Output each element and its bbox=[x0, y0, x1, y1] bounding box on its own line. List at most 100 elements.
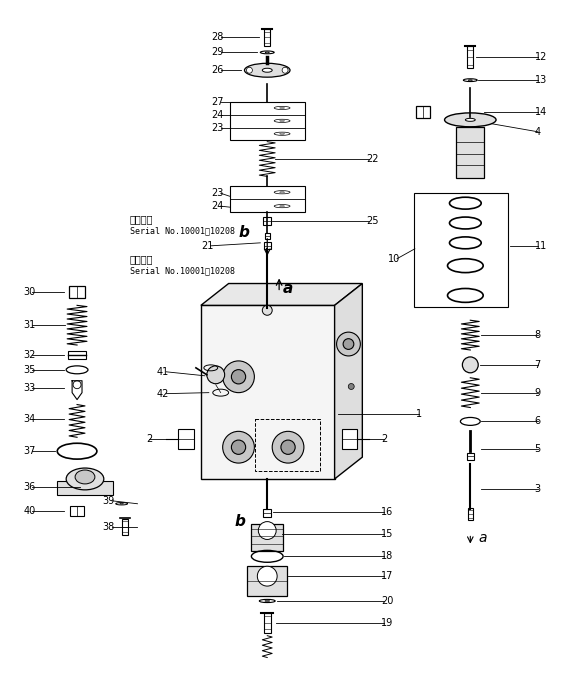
Ellipse shape bbox=[280, 107, 284, 109]
Bar bbox=[468, 507, 473, 520]
Text: b: b bbox=[234, 514, 246, 529]
Text: 39: 39 bbox=[103, 496, 115, 506]
Ellipse shape bbox=[280, 133, 284, 135]
Text: 28: 28 bbox=[212, 33, 224, 43]
Text: 1: 1 bbox=[416, 409, 422, 420]
Text: 41: 41 bbox=[157, 367, 169, 377]
Polygon shape bbox=[201, 284, 362, 305]
Text: 11: 11 bbox=[534, 241, 547, 251]
Text: 20: 20 bbox=[381, 596, 394, 606]
Ellipse shape bbox=[75, 470, 95, 484]
Text: 29: 29 bbox=[212, 47, 224, 57]
Text: 6: 6 bbox=[534, 416, 541, 427]
Ellipse shape bbox=[265, 52, 270, 53]
Text: b: b bbox=[239, 225, 250, 240]
Text: 24: 24 bbox=[212, 110, 224, 120]
Bar bbox=[467, 47, 473, 68]
Bar bbox=[264, 613, 271, 633]
Bar bbox=[414, 193, 508, 307]
Circle shape bbox=[231, 440, 246, 454]
Text: 10: 10 bbox=[388, 254, 400, 263]
Text: 4: 4 bbox=[534, 127, 541, 137]
Text: 13: 13 bbox=[534, 75, 547, 85]
Text: 25: 25 bbox=[366, 216, 379, 226]
Circle shape bbox=[272, 431, 304, 463]
Ellipse shape bbox=[274, 132, 290, 135]
Circle shape bbox=[462, 357, 478, 373]
Bar bbox=[69, 286, 85, 298]
Text: 適用号機: 適用号機 bbox=[130, 214, 153, 224]
Bar bbox=[467, 452, 473, 459]
Circle shape bbox=[73, 381, 81, 389]
Text: 5: 5 bbox=[534, 444, 541, 454]
Ellipse shape bbox=[280, 192, 284, 193]
Text: 26: 26 bbox=[212, 66, 224, 75]
Text: 17: 17 bbox=[381, 571, 394, 581]
Circle shape bbox=[258, 521, 276, 539]
Ellipse shape bbox=[468, 79, 472, 81]
Bar bbox=[247, 566, 287, 596]
Text: 36: 36 bbox=[23, 482, 36, 492]
Text: 2: 2 bbox=[381, 434, 387, 444]
Circle shape bbox=[207, 366, 224, 384]
Bar bbox=[57, 481, 113, 495]
Polygon shape bbox=[335, 284, 362, 479]
Bar bbox=[178, 429, 194, 449]
Circle shape bbox=[343, 339, 354, 349]
Bar bbox=[342, 429, 357, 449]
Text: 38: 38 bbox=[103, 521, 115, 532]
Text: 33: 33 bbox=[23, 383, 36, 392]
Text: Serial No.10001～10208: Serial No.10001～10208 bbox=[130, 266, 234, 275]
Text: 7: 7 bbox=[534, 360, 541, 370]
Circle shape bbox=[231, 369, 246, 384]
Text: 31: 31 bbox=[23, 320, 36, 330]
Text: 22: 22 bbox=[366, 153, 379, 164]
Text: 42: 42 bbox=[157, 389, 169, 399]
Bar bbox=[456, 127, 484, 178]
Ellipse shape bbox=[274, 204, 290, 208]
Circle shape bbox=[223, 361, 254, 392]
Text: 8: 8 bbox=[534, 330, 541, 340]
Ellipse shape bbox=[120, 503, 124, 504]
Ellipse shape bbox=[66, 468, 104, 490]
Text: 適用号機: 適用号機 bbox=[130, 254, 153, 263]
Text: 2: 2 bbox=[146, 434, 152, 444]
Bar bbox=[122, 519, 128, 535]
Ellipse shape bbox=[263, 68, 272, 72]
Bar bbox=[255, 420, 320, 471]
Text: 32: 32 bbox=[23, 350, 36, 360]
Text: 15: 15 bbox=[381, 528, 394, 539]
Bar bbox=[251, 523, 283, 551]
Text: 24: 24 bbox=[212, 201, 224, 211]
Ellipse shape bbox=[274, 191, 290, 194]
Text: 14: 14 bbox=[534, 107, 547, 117]
Text: 19: 19 bbox=[381, 618, 393, 628]
Bar bbox=[263, 509, 271, 516]
Ellipse shape bbox=[274, 107, 290, 109]
Text: 23: 23 bbox=[212, 188, 224, 198]
Bar bbox=[416, 106, 430, 118]
Text: 21: 21 bbox=[202, 241, 214, 251]
Circle shape bbox=[281, 440, 295, 454]
Text: 3: 3 bbox=[534, 484, 541, 494]
Circle shape bbox=[257, 566, 277, 586]
Text: 34: 34 bbox=[23, 415, 36, 424]
Text: a: a bbox=[283, 281, 294, 296]
Text: Serial No.10001～10208: Serial No.10001～10208 bbox=[130, 227, 234, 236]
Ellipse shape bbox=[280, 206, 284, 207]
Bar bbox=[68, 351, 86, 359]
Text: 18: 18 bbox=[381, 551, 393, 561]
Text: 35: 35 bbox=[23, 365, 36, 375]
Ellipse shape bbox=[260, 599, 275, 603]
Circle shape bbox=[336, 332, 360, 356]
Text: a: a bbox=[478, 532, 487, 546]
Circle shape bbox=[348, 383, 354, 390]
Bar bbox=[265, 233, 270, 239]
Text: 12: 12 bbox=[534, 52, 547, 62]
Circle shape bbox=[223, 431, 254, 463]
Polygon shape bbox=[201, 305, 335, 479]
Bar bbox=[264, 243, 271, 250]
Text: 30: 30 bbox=[23, 287, 36, 298]
Text: 27: 27 bbox=[211, 97, 224, 107]
Text: 40: 40 bbox=[23, 506, 36, 516]
